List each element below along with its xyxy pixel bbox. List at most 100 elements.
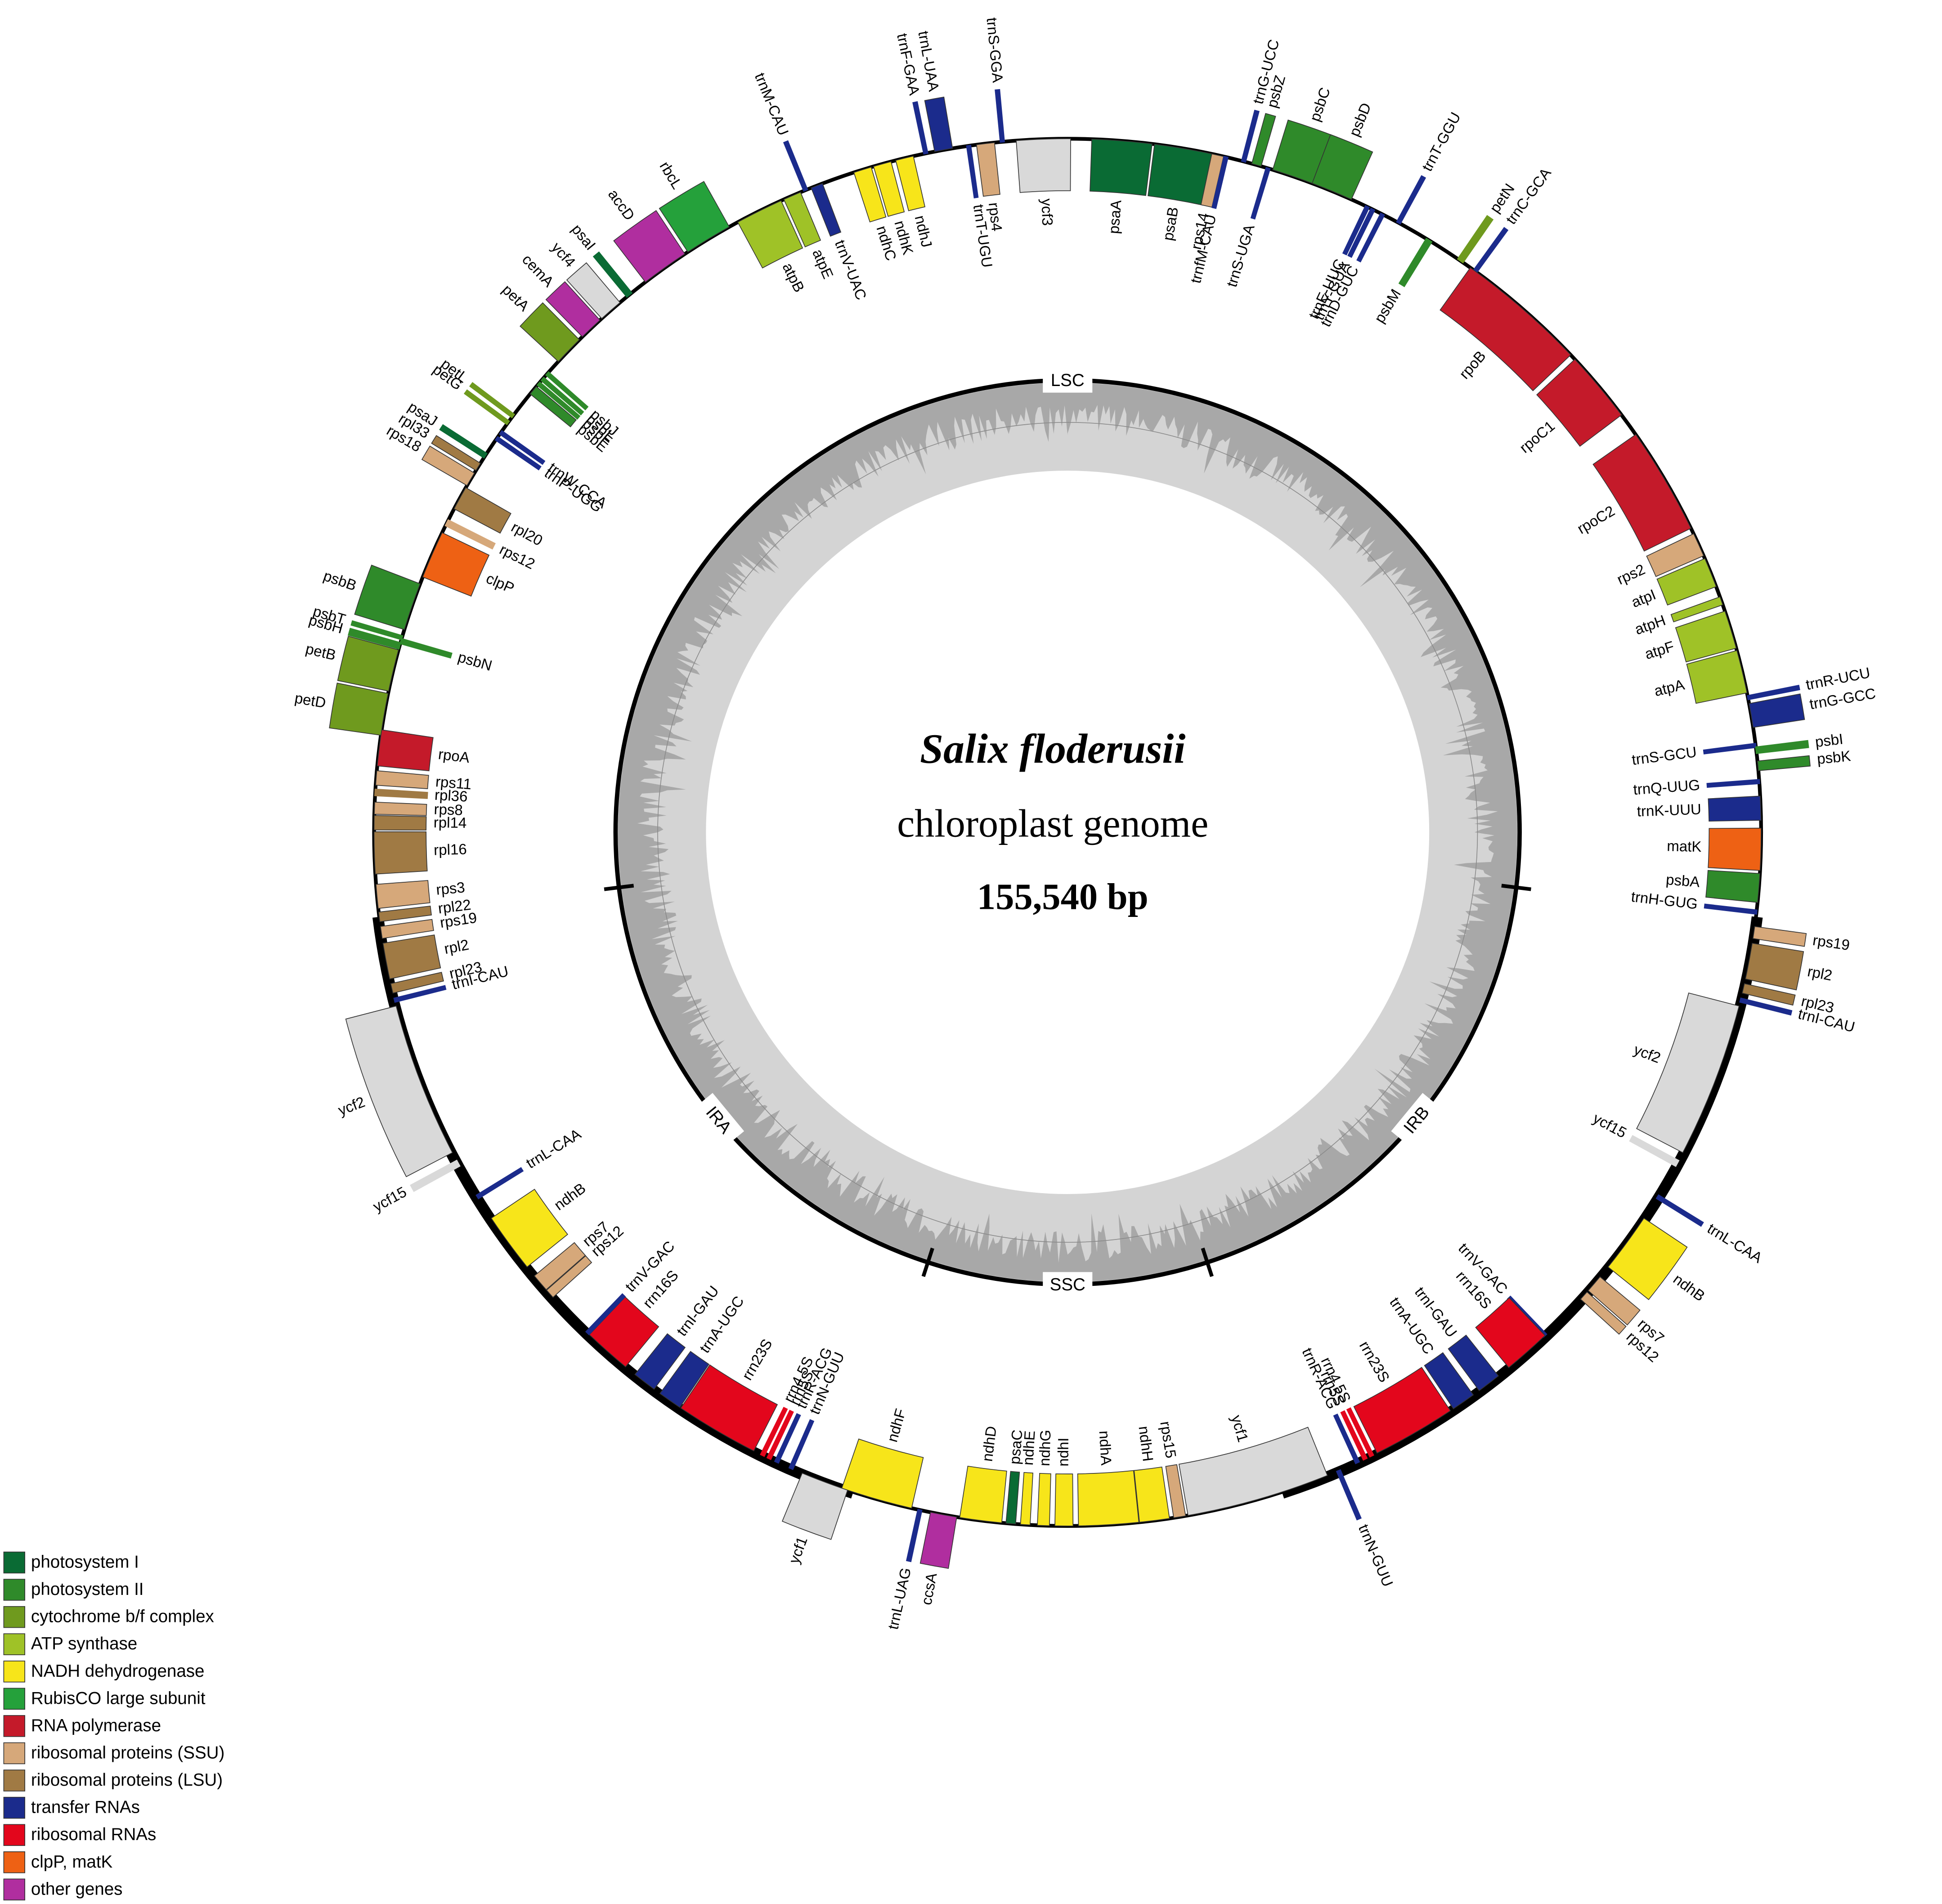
gene-box <box>585 1293 626 1335</box>
gene-label: ndhF <box>884 1407 909 1444</box>
gene-box <box>421 445 475 486</box>
title: Salix floderusii <box>920 726 1185 772</box>
gene-box <box>453 487 511 534</box>
gene-box <box>399 638 453 659</box>
gene-label: rbcL <box>656 158 686 192</box>
gene-label: matK <box>1667 837 1702 855</box>
region-label-bg <box>1043 1272 1093 1297</box>
gene-box <box>378 906 432 922</box>
legend-swatch <box>3 1824 25 1846</box>
gene-box <box>1705 870 1761 903</box>
gene-box <box>1670 596 1723 623</box>
legend-label: RubisCO large subunit <box>31 1688 206 1708</box>
region-label: LSC <box>1051 371 1085 390</box>
gene-box <box>1755 740 1809 754</box>
legend-swatch <box>3 1551 25 1574</box>
legend-swatch <box>3 1661 25 1683</box>
gene-box <box>534 1242 586 1290</box>
gene-box <box>766 1410 794 1460</box>
gene-label: ycf15 <box>1590 1109 1629 1141</box>
gene-label: rrn23S <box>739 1336 776 1383</box>
gene-box <box>375 770 429 789</box>
gene-label: rpoA <box>437 745 471 766</box>
gene-label: ycf1 <box>1228 1413 1251 1444</box>
gene-box <box>382 934 441 979</box>
gene-label: ndhE <box>1019 1430 1038 1466</box>
gene-label: rpl16 <box>434 840 467 858</box>
gene-label: trnS-GCU <box>1631 743 1697 768</box>
gene-box <box>536 381 581 420</box>
region-boundary <box>1201 1248 1214 1277</box>
gene-box <box>1749 693 1805 728</box>
legend-label: ribosomal RNAs <box>31 1825 156 1844</box>
gene-box <box>1134 1466 1170 1523</box>
gene-label: rps19 <box>1812 932 1851 954</box>
gene-label: psbK <box>1816 747 1851 767</box>
gene-label: ndhB <box>551 1180 589 1213</box>
gene-box <box>1356 212 1385 263</box>
legend-label: ribosomal proteins (LSU) <box>31 1770 223 1790</box>
gene-box <box>337 636 399 692</box>
gene-label: trnS-GGA <box>983 17 1006 83</box>
legend-swatch <box>3 1579 25 1601</box>
gene-box <box>1536 359 1622 447</box>
gene-box <box>1016 138 1071 193</box>
gene-label: rps4 <box>986 202 1005 232</box>
gene-label: atpH <box>1633 611 1668 638</box>
gene-box <box>592 251 633 298</box>
gene-box <box>1250 166 1271 220</box>
gene-box <box>377 729 434 772</box>
gene-label: psbD <box>1345 100 1374 139</box>
gene-label: petB <box>304 640 338 664</box>
gene-box <box>1457 215 1494 264</box>
gene-box <box>1398 238 1433 287</box>
gene-box <box>329 683 389 736</box>
gene-label: rps8 <box>434 801 463 818</box>
gene-box <box>811 183 842 237</box>
legend: photosystem I photosystem II cytochrome b/… <box>3 1551 224 1901</box>
gene-box <box>1636 992 1740 1154</box>
gene-box <box>634 1333 686 1390</box>
gene-label: rps15 <box>1157 1420 1180 1459</box>
gene-box <box>469 382 516 418</box>
gene-label: ycf4 <box>548 239 579 270</box>
gene-box <box>444 519 496 550</box>
gene-label: trnQ-UUG <box>1633 777 1700 798</box>
gene-box <box>422 532 490 597</box>
region-label-bg <box>1391 1093 1442 1147</box>
gene-box <box>737 200 803 269</box>
gene-box <box>760 1406 788 1457</box>
gene-box <box>781 1473 848 1540</box>
gene-label: ndhJ <box>912 214 936 249</box>
gene-box <box>373 815 427 831</box>
inverted-repeat-arc <box>372 916 855 1499</box>
gene-label: ycf2 <box>1632 1041 1663 1066</box>
gene-box <box>545 371 589 411</box>
legend-label: NADH dehydrogenase <box>31 1662 205 1681</box>
gene-label: psbC <box>1306 85 1333 124</box>
gene-label: psbA <box>1665 871 1700 890</box>
gene-box <box>380 919 434 939</box>
region-label-group: SSC <box>1043 1272 1093 1297</box>
gene-box <box>924 96 953 152</box>
gene-box <box>788 1419 815 1470</box>
gene-box <box>1588 1276 1641 1326</box>
gene-box <box>853 166 887 223</box>
gc-midline <box>657 422 1478 1243</box>
gene-box <box>1708 795 1762 822</box>
gene-box <box>1396 175 1426 225</box>
gene-box <box>613 210 686 283</box>
gene-box <box>783 192 821 247</box>
region-label-bg <box>1043 368 1093 393</box>
gene-box <box>976 142 1000 197</box>
gene-label: rpoB <box>1456 347 1489 382</box>
gene-label: trnK-UUU <box>1637 801 1701 820</box>
gene-label: psbB <box>321 567 359 593</box>
legend-label: cytochrome b/f complex <box>31 1607 214 1626</box>
gene-box <box>1424 1352 1474 1410</box>
gene-box <box>1336 1469 1362 1521</box>
gene-box <box>373 831 428 875</box>
gene-box <box>1646 533 1704 577</box>
